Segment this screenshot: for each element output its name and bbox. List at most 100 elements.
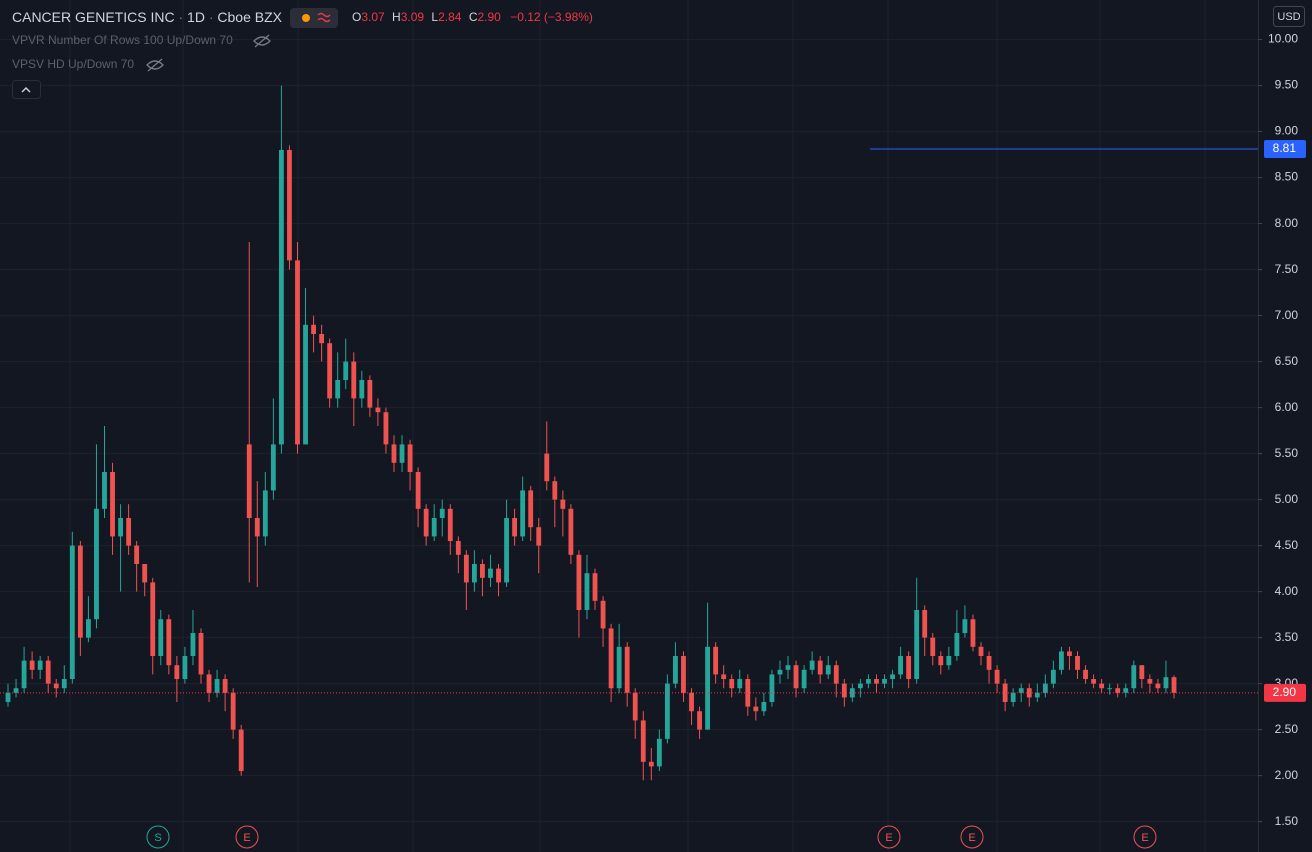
o-value: 3.07	[361, 10, 385, 24]
candle-body	[1018, 688, 1024, 693]
symbol: CANCER GENETICS INC · 1D · Cboe BZX	[12, 9, 283, 25]
candle-body	[1139, 665, 1145, 680]
candle-body	[488, 568, 493, 578]
y-tick-label: 6.50	[1275, 354, 1299, 368]
candle-body	[1091, 679, 1096, 684]
candle-body	[287, 149, 292, 261]
candle-body	[439, 508, 445, 519]
o-label: O	[352, 10, 361, 24]
candle-body	[994, 669, 1000, 684]
c-value: 2.90	[477, 10, 501, 24]
candle-body	[262, 490, 268, 537]
candle-body	[367, 379, 373, 408]
candle-body	[874, 679, 879, 684]
candle-body	[1155, 683, 1161, 689]
currency: USD	[1277, 11, 1300, 23]
candle-body	[608, 628, 614, 689]
candle-body	[1099, 683, 1105, 689]
candle-body	[77, 545, 83, 638]
candle-body	[954, 633, 960, 657]
candle-body	[512, 518, 518, 537]
candle-body	[1059, 651, 1064, 670]
candle-body	[303, 324, 308, 445]
candle-body	[970, 619, 976, 647]
candle-body	[359, 379, 365, 399]
candle-body	[246, 444, 252, 519]
candle-body	[978, 646, 984, 657]
candle-body	[158, 619, 164, 657]
candle-body	[769, 674, 775, 703]
candle-body	[134, 545, 140, 565]
candle-body	[898, 656, 904, 675]
eye-off-icon[interactable]	[253, 34, 271, 48]
candle-body	[656, 738, 662, 767]
exchange: Cboe BZX	[217, 9, 282, 25]
currency-box[interactable]	[1273, 6, 1305, 27]
candle-body	[190, 633, 196, 657]
status-badge[interactable]	[290, 8, 338, 28]
price-grid	[0, 39, 1258, 823]
candle-body	[351, 361, 357, 399]
last-price-label: 2.90	[1273, 685, 1297, 699]
candle-body	[471, 564, 477, 583]
y-tick-label: 5.00	[1275, 492, 1299, 506]
candle-body	[198, 633, 204, 675]
candle-body	[914, 610, 920, 680]
candle-body	[1107, 688, 1113, 690]
candle-body	[801, 669, 807, 689]
candle-body	[689, 692, 694, 712]
y-tick-label: 9.00	[1275, 124, 1299, 138]
candle-body	[841, 683, 847, 698]
candle-body	[110, 472, 115, 537]
indicators: VPVR Number Of Rows 100 Up/Down 70 VPSV …	[12, 33, 271, 99]
slash	[147, 58, 163, 72]
candle-body	[463, 554, 469, 583]
legend: CANCER GENETICS INC · 1D · Cboe BZX O3.0…	[12, 8, 593, 28]
event-label: S	[154, 832, 161, 844]
candle-body	[238, 729, 244, 772]
collapse-button[interactable]	[12, 80, 41, 99]
event-marker	[235, 825, 259, 849]
candle-body	[753, 706, 759, 712]
candle-body	[53, 683, 59, 689]
candle-body	[986, 656, 992, 670]
candles	[5, 85, 1177, 781]
candle-body	[890, 674, 895, 680]
event-marker	[1133, 825, 1157, 849]
candle-body	[648, 761, 654, 767]
candle-body	[1163, 677, 1169, 689]
candle-body	[142, 564, 148, 583]
eye-off-icon[interactable]	[146, 58, 164, 72]
candle-body	[311, 324, 316, 334]
candle-body	[1034, 692, 1040, 698]
candle-body	[391, 444, 397, 463]
candle-body	[962, 619, 968, 634]
candle-body	[383, 412, 389, 445]
market-icon	[302, 14, 310, 22]
h-label: H	[392, 10, 401, 24]
candle-body	[327, 343, 333, 399]
candle-body	[407, 444, 413, 473]
candle-body	[69, 545, 75, 680]
c-label: C	[469, 10, 478, 24]
indicator[interactable]: VPSV HD Up/Down 70	[12, 57, 134, 71]
indicator[interactable]: VPVR Number Of Rows 100 Up/Down 70	[12, 33, 233, 47]
candle-body	[697, 711, 702, 730]
candle-body	[705, 646, 711, 730]
event-marker	[960, 825, 984, 849]
l-label: L	[431, 10, 438, 24]
candle-body	[13, 688, 19, 693]
candle-body	[319, 333, 325, 344]
candle-body	[21, 660, 27, 689]
l-value: 2.84	[438, 10, 462, 24]
y-tick-label: 7.00	[1275, 308, 1299, 322]
candle-body	[480, 564, 485, 578]
event-marker	[877, 825, 901, 849]
candle-body	[1010, 692, 1016, 703]
candle-body	[182, 656, 188, 680]
candle-body	[230, 692, 236, 730]
